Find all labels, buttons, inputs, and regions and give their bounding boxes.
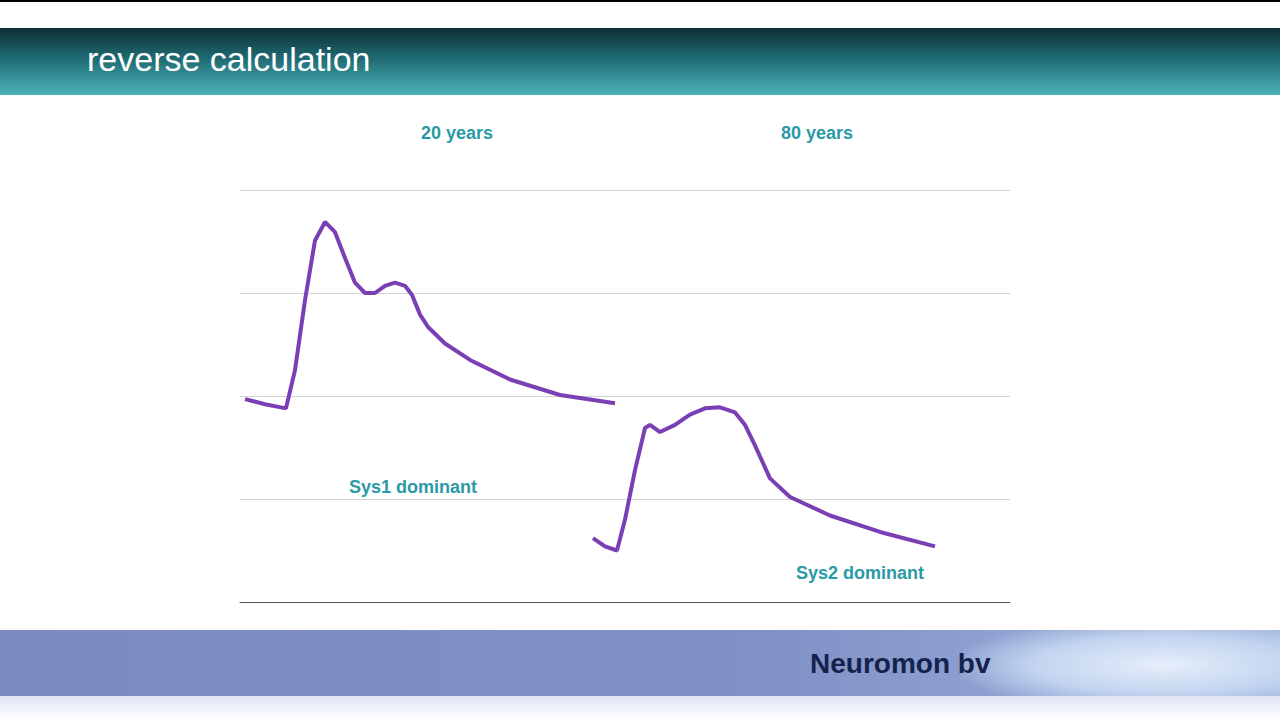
svg-text:Sys2 dominant: Sys2 dominant	[796, 563, 924, 583]
html-text:reverse calculation: reverse calculation	[87, 40, 371, 78]
svg-text:80 years: 80 years	[781, 123, 853, 143]
html-text:Neuromon bv: Neuromon bv	[810, 648, 991, 679]
svg-text:Sys1 dominant: Sys1 dominant	[349, 477, 477, 497]
svg-text:20 years: 20 years	[421, 123, 493, 143]
